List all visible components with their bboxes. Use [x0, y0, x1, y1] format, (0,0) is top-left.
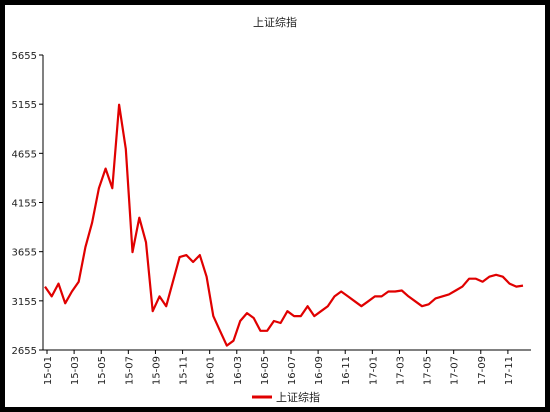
x-tick-label: 15-03: [70, 356, 81, 385]
x-tick-label: 15-01: [43, 356, 54, 385]
x-tick-label: 16-05: [260, 356, 271, 385]
y-tick-label: 2655: [12, 346, 37, 357]
x-tick-label: 17-05: [423, 356, 434, 385]
y-tick-label: 5155: [12, 100, 37, 111]
line-chart: 上证综指 2655 3155 3655 4155 4655 5155 5655 15-01 15…: [12, 15, 531, 404]
legend-label: 上证综指: [276, 390, 320, 404]
x-tick-label: 16-11: [341, 356, 352, 385]
chart-title: 上证综指: [253, 15, 297, 29]
x-tick-label: 17-09: [477, 356, 488, 385]
y-tick-label: 3155: [12, 297, 37, 308]
x-tick-label: 17-01: [368, 356, 379, 385]
x-tick-label: 17-07: [450, 356, 461, 385]
legend: 上证综指: [252, 390, 320, 404]
x-tick-label: 16-09: [314, 356, 325, 385]
chart-frame: 上证综指 2655 3155 3655 4155 4655 5155 5655 15-01 15…: [5, 5, 545, 407]
x-tick-label: 15-11: [179, 356, 190, 385]
y-tick-label: 4155: [12, 199, 37, 210]
y-tick-label: 3655: [12, 248, 37, 259]
x-tick-label: 15-05: [97, 356, 108, 385]
x-tick-label: 16-01: [206, 356, 217, 385]
x-tick-label: 15-07: [124, 356, 135, 385]
x-tick-label: 16-07: [287, 356, 298, 385]
y-tick-label: 5655: [12, 51, 37, 62]
y-tick-label: 4655: [12, 149, 37, 160]
series-line: [44, 103, 524, 347]
x-tick-label: 16-03: [233, 356, 244, 385]
x-tick-label: 17-03: [395, 356, 406, 385]
x-tick-label: 17-11: [504, 356, 515, 385]
x-tick-label: 15-09: [151, 356, 162, 385]
